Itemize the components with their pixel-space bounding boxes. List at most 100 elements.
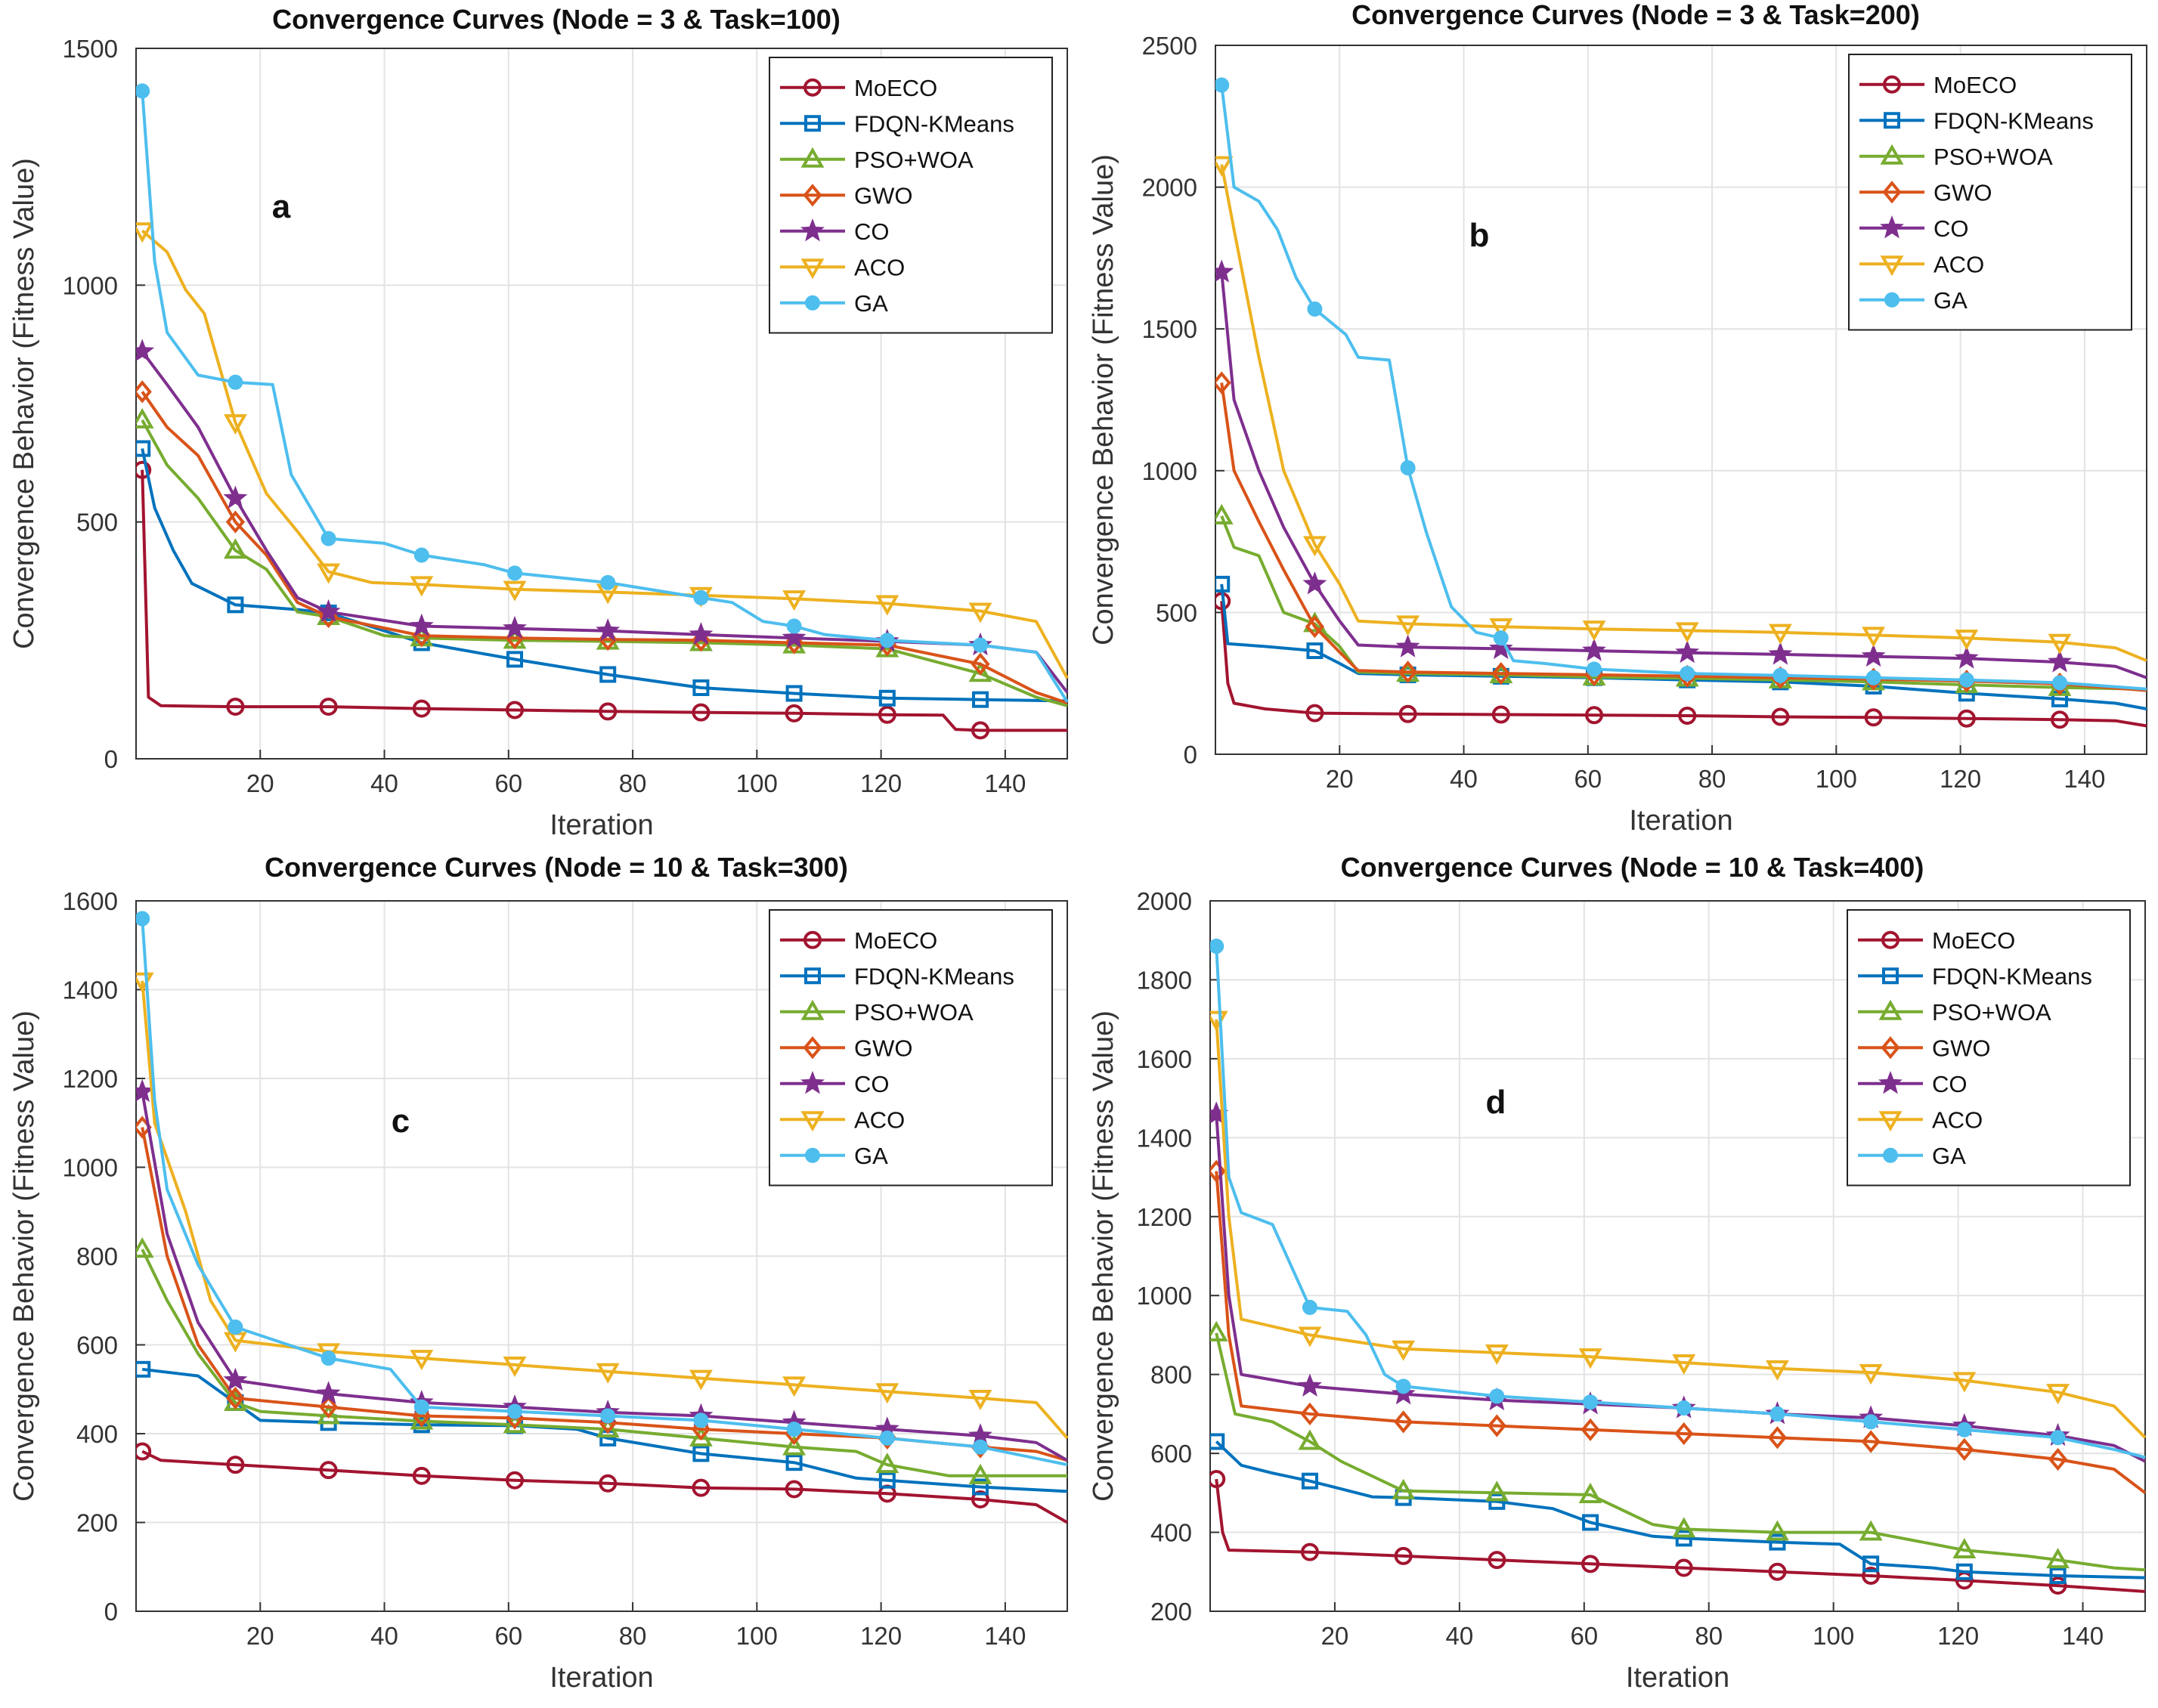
legend-label: MoECO (1934, 72, 2017, 98)
data-point-moeco (1862, 1567, 1881, 1585)
data-point-co (782, 625, 807, 648)
data-point-aco (1489, 618, 1513, 639)
legend-label: GWO (854, 1035, 913, 1061)
data-point-aco (410, 1350, 434, 1371)
y-tick-label: 1200 (63, 1065, 118, 1093)
data-point-ga (1773, 667, 1788, 683)
data-point-aco (968, 602, 992, 623)
legend-label: GA (1932, 1143, 1966, 1169)
legend-label: MoECO (854, 927, 937, 954)
legend-marker (800, 1111, 825, 1132)
y-tick-label: 1000 (63, 271, 118, 299)
y-tick-label: 800 (76, 1242, 118, 1270)
data-point-aco (2046, 1384, 2070, 1405)
data-point-fdqn-kmeans (785, 685, 803, 702)
legend-marker (800, 999, 825, 1020)
panel-d: 20 40 60 80 100 120 140 200 400 600 800 1000 1200 140… (1088, 852, 2147, 1694)
x-tick-label: 40 (370, 769, 398, 797)
x-axis-label: Iteration (1626, 1662, 1729, 1694)
legend-item-gwo: GWO (1859, 179, 1992, 206)
series-line-moeco (1220, 601, 2147, 728)
data-point-moeco (412, 699, 431, 718)
data-point-aco (136, 222, 154, 243)
x-axis-label: Iteration (1629, 805, 1732, 837)
data-point-gwo (1767, 1426, 1788, 1450)
series-line-pso-woa (141, 1249, 1067, 1477)
series-line-pso-woa (1215, 1332, 2146, 1572)
legend-item-co: CO (1858, 1071, 1968, 1097)
data-point-moeco (412, 1466, 431, 1485)
y-tick-label: 1800 (1137, 966, 1192, 994)
data-point-fdqn-kmeans (227, 596, 244, 614)
panel-letter: a (272, 188, 291, 225)
data-point-ga (600, 574, 616, 590)
data-point-ga (1958, 672, 1974, 688)
data-point-pso-woa (1392, 1478, 1416, 1499)
data-point-moeco (1210, 1470, 1226, 1489)
legend-marker (1881, 1036, 1900, 1060)
series-moeco (136, 1442, 1068, 1524)
data-point-moeco (506, 1471, 525, 1490)
data-point-ga (786, 618, 802, 634)
data-point-moeco (506, 701, 525, 719)
data-point-gwo (319, 1395, 339, 1419)
data-point-pso-woa (968, 1463, 992, 1484)
data-point-co (1215, 259, 1234, 283)
legend-marker (1878, 999, 1903, 1020)
legend-item-fdqn-kmeans: FDQN-KMeans (1858, 963, 2092, 989)
legend-marker (1878, 1071, 1903, 1094)
panel-c: 20 40 60 80 100 120 14002004006008001000120014… (8, 852, 1069, 1694)
x-tick-label: 100 (1813, 1622, 1854, 1650)
legend-label: PSO+WOA (854, 999, 974, 1026)
series-line-moeco (141, 1450, 1068, 1524)
y-tick-label: 600 (1150, 1440, 1192, 1468)
legend-marker (800, 218, 825, 242)
y-tick-label: 1500 (1142, 315, 1197, 343)
data-point-aco (1485, 1344, 1509, 1365)
series-ga (136, 911, 1068, 1467)
data-point-pso-woa (1859, 1520, 1883, 1541)
legend: MoECO FDQN-KMeans PSO+WOA GWO CO ACO GA (769, 909, 1053, 1187)
data-point-ga (1307, 301, 1323, 317)
data-point-ga (1493, 630, 1509, 646)
x-tick-label: 140 (2062, 1622, 2104, 1650)
data-point-ga (879, 1430, 895, 1446)
data-point-aco (1952, 1372, 1977, 1393)
data-point-ga (1863, 1414, 1879, 1430)
data-point-fdqn-kmeans (972, 691, 989, 708)
y-axis-label: Convergence Behavior (Fitness Value) (8, 158, 40, 649)
series-line-moeco (141, 469, 1067, 732)
data-point-pso-woa (1298, 1429, 1322, 1450)
legend-label: CO (854, 1071, 890, 1097)
legend-label: FDQN-KMeans (1934, 107, 2094, 134)
data-point-moeco (1678, 706, 1697, 725)
data-point-fdqn-kmeans (1769, 1533, 1786, 1551)
data-point-pso-woa (1210, 1320, 1228, 1341)
data-point-aco (968, 1390, 992, 1411)
y-tick-label: 1600 (1137, 1045, 1192, 1073)
y-tick-label: 400 (1150, 1519, 1192, 1547)
series-ga (1215, 77, 2147, 691)
y-tick-label: 1000 (63, 1154, 118, 1182)
data-point-pso-woa (1952, 1538, 1977, 1559)
data-point-aco (410, 576, 434, 597)
series-line-ga (1220, 85, 2147, 691)
data-point-aco (1215, 156, 1234, 177)
series-aco (136, 972, 1069, 1440)
data-point-gwo (971, 652, 990, 676)
data-point-moeco (692, 703, 711, 722)
data-point-ga (1210, 939, 1225, 955)
legend-item-fdqn-kmeans: FDQN-KMeans (1859, 107, 2094, 134)
legend-item-pso-woa: PSO+WOA (1858, 999, 2051, 1026)
panel-letter: d (1486, 1084, 1506, 1121)
legend-item-gwo: GWO (780, 182, 913, 209)
data-point-gwo (136, 380, 152, 404)
x-tick-label: 20 (246, 1622, 274, 1650)
data-point-co (1861, 643, 1886, 667)
data-point-ga (413, 547, 429, 563)
legend-label: GA (854, 290, 888, 317)
data-point-aco (1578, 1348, 1602, 1369)
legend-marker (804, 967, 821, 985)
legend-item-moeco: MoECO (780, 75, 937, 101)
series-line-ga (1215, 945, 2146, 1459)
